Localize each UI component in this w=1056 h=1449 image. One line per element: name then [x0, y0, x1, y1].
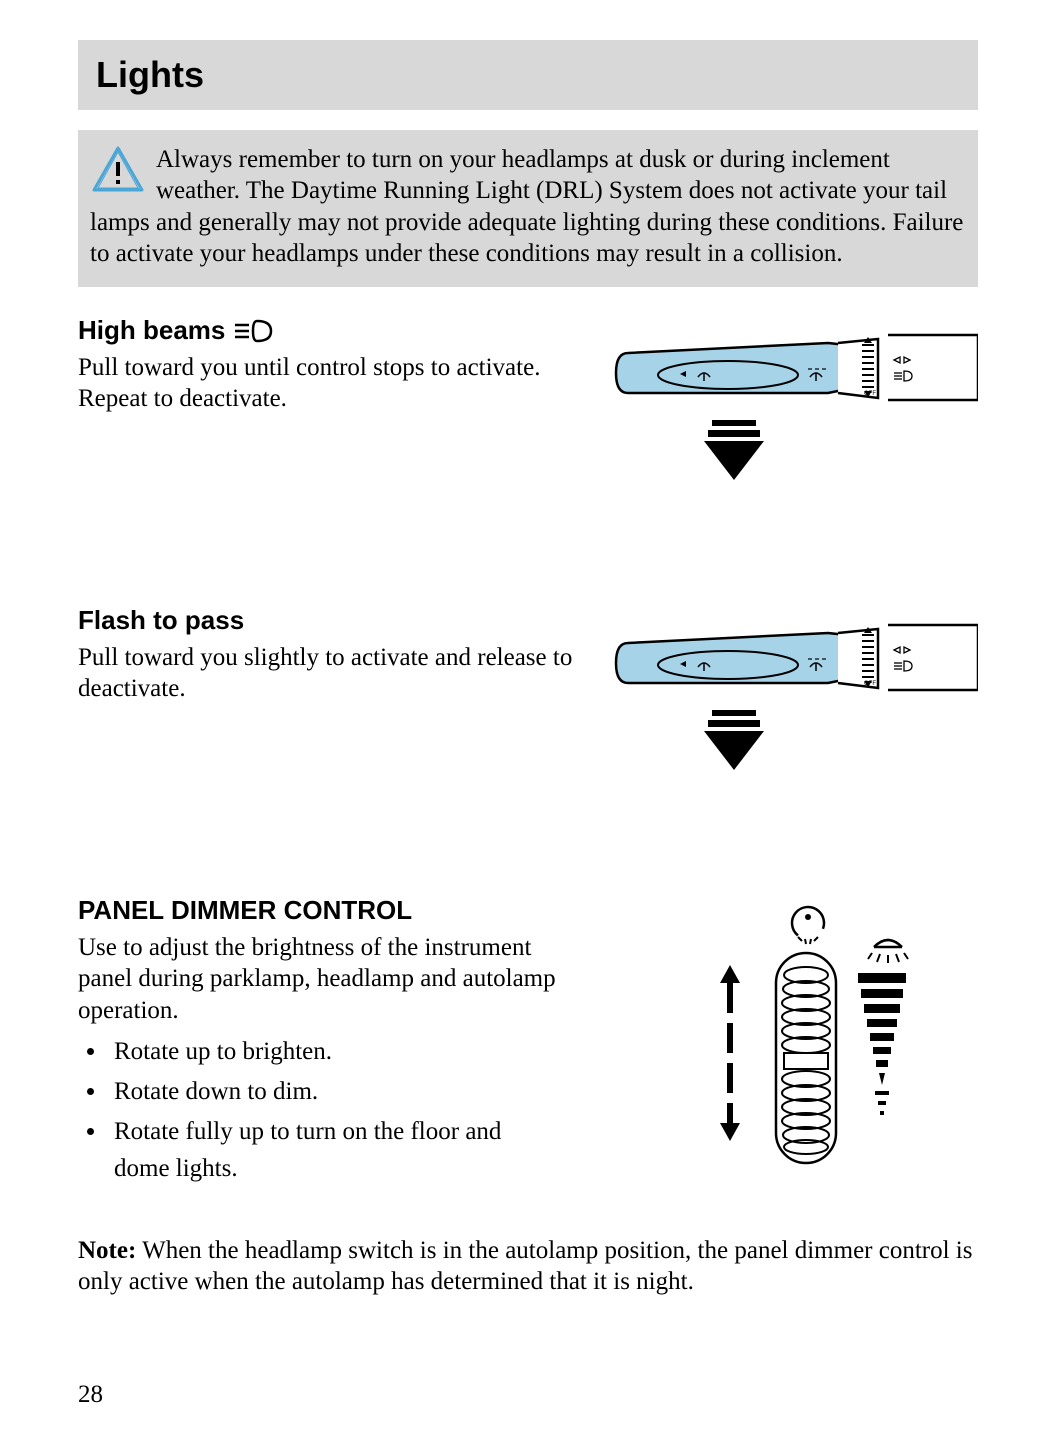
- svg-text:OFF: OFF: [864, 391, 876, 397]
- flash-to-pass-section: Flash to pass Pull toward you slightly t…: [78, 605, 978, 855]
- warning-box: Always remember to turn on your headlamp…: [78, 130, 978, 287]
- note-text: Note: When the headlamp switch is in the…: [78, 1235, 978, 1298]
- high-beams-text: Pull toward you until control stops to a…: [78, 352, 578, 415]
- warning-text: Always remember to turn on your headlamp…: [90, 146, 963, 267]
- page-number: 28: [78, 1381, 103, 1409]
- note-body: When the headlamp switch is in the autol…: [78, 1237, 972, 1295]
- flash-to-pass-diagram: OFF: [588, 615, 978, 820]
- bullet-item: Rotate up to brighten.: [108, 1034, 548, 1070]
- page-title-bar: Lights: [78, 40, 978, 110]
- page-title: Lights: [96, 54, 960, 96]
- panel-dimmer-section: PANEL DIMMER CONTROL Use to adjust the b…: [78, 895, 978, 1195]
- panel-dimmer-diagram: [658, 895, 938, 1190]
- high-beam-icon: [233, 317, 277, 345]
- panel-dimmer-intro: Use to adjust the brightness of the inst…: [78, 932, 578, 1026]
- note-label: Note:: [78, 1237, 136, 1264]
- flash-to-pass-text: Pull toward you slightly to activate and…: [78, 642, 578, 705]
- high-beams-section: High beams Pull toward you until control…: [78, 315, 978, 565]
- high-beams-diagram: OFF: [588, 325, 978, 530]
- panel-dimmer-bullets: Rotate up to brighten. Rotate down to di…: [108, 1034, 548, 1187]
- warning-icon: [90, 144, 146, 194]
- bullet-item: Rotate down to dim.: [108, 1074, 548, 1110]
- bullet-item: Rotate fully up to turn on the floor and…: [108, 1114, 548, 1187]
- svg-text:OFF: OFF: [864, 681, 876, 687]
